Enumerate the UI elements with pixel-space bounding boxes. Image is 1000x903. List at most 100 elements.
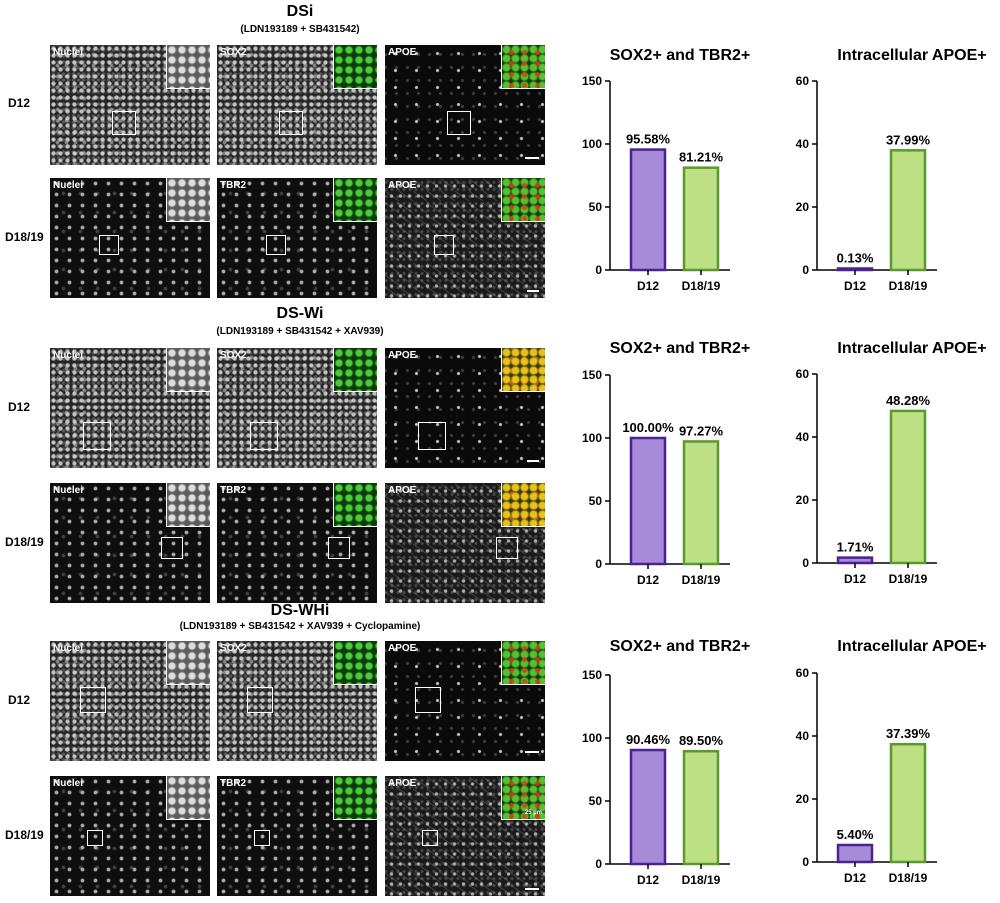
zoom-inset <box>501 641 545 685</box>
panel-label: SOX2 <box>220 643 247 654</box>
data-label: 37.39% <box>886 726 931 741</box>
data-label: 1.71% <box>837 540 874 555</box>
row-label-d12: D12 <box>8 693 31 707</box>
data-label: 100.00% <box>622 420 674 435</box>
y-tick-label: 50 <box>589 794 603 808</box>
chart-title-apoe: Intracellular APOE+ <box>837 47 987 64</box>
panel-label: APOE <box>388 778 417 789</box>
panel-label: SOX2 <box>220 350 247 361</box>
y-tick-label: 0 <box>802 855 809 869</box>
panel-label: Nuclei <box>53 47 84 58</box>
panel-label: TBR2 <box>220 485 247 496</box>
scale-bar <box>527 290 539 292</box>
zoom-region-box <box>80 687 106 713</box>
micrograph-nuclei: Nuclei <box>50 178 210 298</box>
chart-title-sox2-tbr2: SOX2+ and TBR2+ <box>609 47 751 64</box>
y-tick-label: 20 <box>796 792 810 806</box>
y-tick-label: 150 <box>582 668 602 682</box>
zoom-region-box <box>112 111 136 135</box>
x-tick-label: D18/19 <box>889 279 928 293</box>
panel-label: Nuclei <box>53 643 84 654</box>
bar <box>889 149 927 272</box>
y-tick-label: 40 <box>796 729 810 743</box>
zoom-region-box <box>83 422 111 450</box>
y-tick-label: 50 <box>589 494 603 508</box>
y-tick-label: 150 <box>582 74 602 88</box>
zoom-region-box <box>250 422 278 450</box>
micrograph-nuclei: Nuclei <box>50 483 210 603</box>
data-label: 95.58% <box>626 132 671 147</box>
chart-title-sox2-tbr2: SOX2+ and TBR2+ <box>609 340 751 357</box>
zoom-region-box <box>266 235 286 255</box>
y-tick-label: 60 <box>796 74 810 88</box>
x-tick-label: D18/19 <box>889 871 928 885</box>
zoom-inset <box>333 641 377 685</box>
panel-label: TBR2 <box>220 778 247 789</box>
y-tick-label: 0 <box>595 857 602 871</box>
zoom-region-box <box>161 537 183 559</box>
data-label: 37.99% <box>886 132 931 147</box>
bar <box>682 749 720 866</box>
zoom-region-box <box>247 687 273 713</box>
bar <box>682 440 720 566</box>
x-tick-label: D12 <box>844 572 866 586</box>
y-tick-label: 0 <box>595 263 602 277</box>
data-label: 89.50% <box>679 733 724 748</box>
row-label-d12: D12 <box>8 400 31 414</box>
panel-label: APOE <box>388 47 417 58</box>
zoom-inset <box>501 348 545 392</box>
bar <box>836 843 874 864</box>
zoom-region-box <box>447 111 471 135</box>
zoom-region-box <box>422 830 438 846</box>
zoom-inset <box>333 178 377 222</box>
zoom-region-box <box>328 537 350 559</box>
zoom-inset <box>166 45 210 89</box>
x-tick-label: D12 <box>844 279 866 293</box>
micrograph-tbr2: TBR2 <box>217 178 377 298</box>
y-tick-label: 100 <box>582 137 602 151</box>
section-title-ds-wi: DS-Wi <box>276 305 324 322</box>
micrograph-nuclei: Nuclei <box>50 776 210 896</box>
zoom-region-box <box>87 830 103 846</box>
panel-label: TBR2 <box>220 180 247 191</box>
x-tick-label: D18/19 <box>682 279 721 293</box>
micrograph-apoe: APOE <box>385 178 545 298</box>
micrograph-nuclei: Nuclei <box>50 641 210 761</box>
panel-label: Nuclei <box>53 778 84 789</box>
x-tick-label: D18/19 <box>682 873 721 887</box>
micrograph-apoe: APOE <box>385 45 545 165</box>
section-subtitle-dsi: (LDN193189 + SB431542) <box>240 24 360 35</box>
zoom-region-box <box>496 537 518 559</box>
micrograph-sox2: SOX2 <box>217 348 377 468</box>
zoom-inset <box>166 483 210 527</box>
zoom-region-box <box>254 830 270 846</box>
data-label: 90.46% <box>626 732 671 747</box>
micrograph-nuclei: Nuclei <box>50 348 210 468</box>
x-tick-label: D12 <box>637 873 659 887</box>
micrograph-apoe: APOE <box>385 641 545 761</box>
zoom-inset <box>166 348 210 392</box>
data-label: 48.28% <box>886 393 931 408</box>
section-title-dsi: DSi <box>286 3 314 20</box>
micrograph-nuclei: Nuclei <box>50 45 210 165</box>
section-subtitle-ds-wi: (LDN193189 + SB431542 + XAV939) <box>216 326 384 337</box>
panel-label: APOE <box>388 180 417 191</box>
panel-label: Nuclei <box>53 485 84 496</box>
zoom-region-box <box>99 235 119 255</box>
y-tick-label: 40 <box>796 430 810 444</box>
zoom-inset <box>166 776 210 820</box>
chart-title-apoe: Intracellular APOE+ <box>837 340 987 357</box>
panel-label: APOE <box>388 350 417 361</box>
panel-label: APOE <box>388 643 417 654</box>
micrograph-sox2: SOX2 <box>217 641 377 761</box>
data-label: 81.21% <box>679 150 724 165</box>
zoom-inset <box>333 45 377 89</box>
y-tick-label: 60 <box>796 666 810 680</box>
zoom-inset <box>333 483 377 527</box>
row-label-d12: D12 <box>8 96 31 110</box>
y-tick-label: 0 <box>595 557 602 571</box>
